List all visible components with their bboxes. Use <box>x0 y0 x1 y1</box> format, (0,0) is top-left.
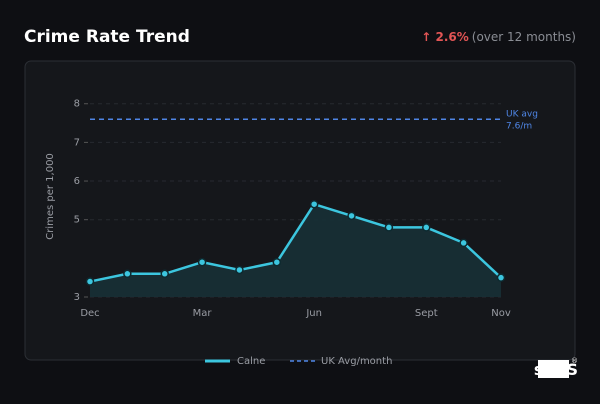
data-point <box>384 223 394 232</box>
legend-label: UK Avg/month <box>321 356 392 367</box>
reference-label: UK avg <box>506 110 538 120</box>
data-point <box>235 265 244 275</box>
change-value: ↑ 2.6% <box>421 30 469 44</box>
plot: 3 5 6 7 8 Crimes per 1,000 Dec Mar Jun Sept Nov UK … <box>45 99 538 367</box>
data-point <box>197 257 207 267</box>
data-point <box>85 277 95 286</box>
reference-value-label: 7.6/m <box>506 122 532 132</box>
data-point <box>272 257 282 267</box>
y-tick-label: 5 <box>74 215 80 226</box>
data-point <box>123 269 132 279</box>
x-tick-label: Dec <box>80 308 99 319</box>
data-point <box>347 211 356 221</box>
data-point <box>309 199 319 209</box>
logo: scOS <box>534 360 578 379</box>
x-tick-label: Jun <box>305 308 322 319</box>
x-tick-label: Nov <box>491 308 511 319</box>
chart-title: Crime Rate Trend <box>24 27 190 47</box>
data-point <box>496 273 506 282</box>
legend-label: Calne <box>237 356 265 367</box>
logo-text: scOS <box>534 360 578 379</box>
logo-box <box>538 360 569 378</box>
data-point <box>459 238 468 248</box>
y-tick-label: 8 <box>74 99 80 110</box>
data-point <box>422 223 431 232</box>
x-tick-label: Sept <box>415 308 438 319</box>
y-tick-label: 6 <box>74 176 80 187</box>
x-tick-label: Mar <box>193 308 213 319</box>
change-note: (over 12 months) <box>472 30 576 44</box>
y-tick-label: 7 <box>74 137 80 148</box>
y-axis-label: Crimes per 1,000 <box>45 153 56 240</box>
y-tick-label: 3 <box>74 292 80 303</box>
data-point <box>160 269 169 279</box>
logo-mark: ® <box>571 357 578 365</box>
change-summary: ↑ 2.6% (over 12 months) <box>421 30 576 44</box>
series-line <box>89 202 502 283</box>
